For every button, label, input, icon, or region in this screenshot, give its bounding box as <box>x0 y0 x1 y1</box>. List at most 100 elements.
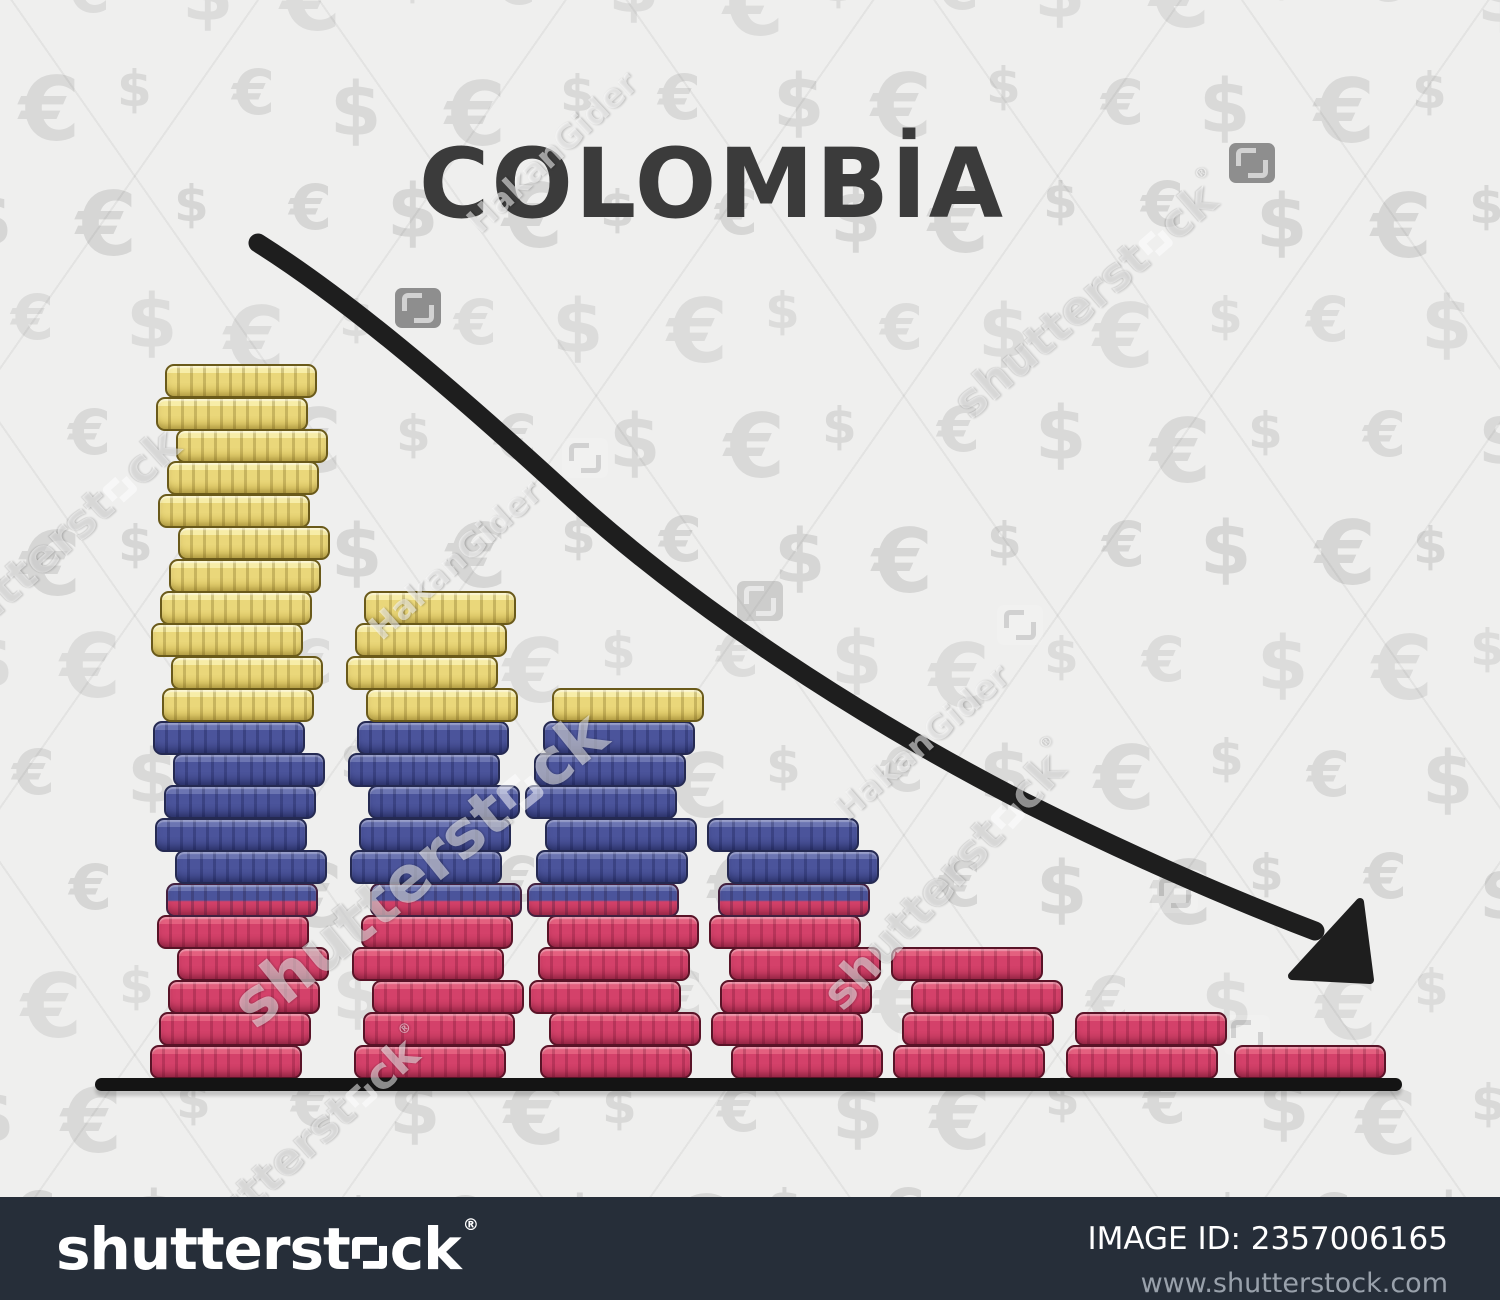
coin-blue <box>175 850 327 885</box>
currency-symbol-euro: € <box>232 62 275 124</box>
coin-red <box>547 915 699 949</box>
currency-symbol-euro: € <box>1149 0 1210 41</box>
currency-symbol-dollar: $ <box>765 286 800 336</box>
currency-symbol-dollar: $ <box>1200 512 1252 586</box>
footer-meta: IMAGE ID: 2357006165 www.shutterstock.co… <box>1087 1221 1448 1299</box>
currency-symbol-dollar: $ <box>1199 70 1251 144</box>
currency-symbol-dollar: $ <box>987 516 1022 566</box>
shutterstock-footer: shutterst ck ® IMAGE ID: 2357006165 www.sh… <box>0 1197 1500 1300</box>
currency-symbol-euro: € <box>1364 846 1407 908</box>
currency-symbol-euro: € <box>723 0 784 49</box>
currency-symbol-euro: € <box>1372 625 1433 713</box>
coin-yellow <box>364 591 516 625</box>
coin-red <box>720 979 872 1014</box>
image-id-label: IMAGE ID: 2357006165 <box>1087 1221 1448 1257</box>
bracket-top-left <box>402 292 422 312</box>
currency-symbol-euro: € <box>12 742 55 804</box>
coin-red <box>540 1044 692 1079</box>
coin-yellow <box>167 461 319 496</box>
coin-yellow <box>169 558 321 593</box>
currency-symbol-dollar: $ <box>1209 733 1244 783</box>
currency-symbol-euro: € <box>61 1078 122 1166</box>
currency-symbol-dollar: $ <box>1208 291 1243 341</box>
currency-symbol-dollar: $ <box>1034 0 1086 29</box>
currency-symbol-euro: € <box>938 854 981 916</box>
currency-symbol-dollar: $ <box>0 625 14 699</box>
currency-symbol-euro: € <box>76 181 137 269</box>
coin-red <box>911 979 1063 1014</box>
currency-symbol-euro: € <box>19 66 80 154</box>
coin-red <box>891 947 1043 982</box>
currency-symbol-euro: € <box>715 182 758 244</box>
coin-yellow <box>176 429 328 463</box>
coin-yellow <box>171 655 323 690</box>
coin-yellow <box>160 591 312 625</box>
coin-blue <box>348 753 500 787</box>
chart-baseline <box>95 1078 1402 1091</box>
currency-symbol-euro: € <box>1371 183 1432 271</box>
currency-symbol-dollar: $ <box>1414 963 1449 1013</box>
coin-yellow <box>346 655 498 690</box>
currency-symbol-dollar: $ <box>1257 627 1309 701</box>
currency-symbol-euro: € <box>1102 514 1145 576</box>
shutterstock-logo: shutterst ck ® <box>56 1215 479 1283</box>
currency-symbol-dollar: $ <box>1478 402 1500 476</box>
coin-transition <box>166 882 318 917</box>
currency-symbol-euro: € <box>69 857 112 919</box>
currency-symbol-dollar: $ <box>1470 623 1500 673</box>
currency-symbol-euro: € <box>1363 404 1406 466</box>
crop-mark-icon <box>1229 143 1275 183</box>
page-title: COLOMBİA <box>418 128 1006 240</box>
bracket-bottom-right <box>581 454 601 474</box>
currency-symbol-euro: € <box>871 63 932 151</box>
currency-symbol-dollar: $ <box>600 184 635 234</box>
coin-blue <box>368 785 520 820</box>
currency-symbol-euro: € <box>11 287 54 349</box>
coin-transition <box>718 882 870 917</box>
coin-red <box>157 915 309 949</box>
currency-symbol-euro: € <box>659 509 702 571</box>
currency-symbol-dollar: $ <box>986 61 1021 111</box>
coin-transition <box>527 882 679 917</box>
currency-symbol-euro: € <box>1356 1080 1417 1168</box>
currency-symbol-euro: € <box>280 0 341 44</box>
currency-symbol-dollar: $ <box>0 1080 15 1154</box>
coin-red <box>177 947 329 982</box>
registered-mark: ® <box>462 1215 479 1234</box>
bracket-top-left <box>1004 609 1024 629</box>
currency-symbol-dollar: $ <box>331 515 383 589</box>
currency-symbol-dollar: $ <box>1044 631 1079 681</box>
coin-red <box>1075 1012 1227 1047</box>
currency-symbol-dollar: $ <box>396 409 431 459</box>
bracket-bottom-right <box>362 1246 388 1269</box>
currency-symbol-euro: € <box>1093 293 1154 381</box>
footer-url: www.shutterstock.com <box>1140 1268 1448 1299</box>
currency-symbol-dollar: $ <box>1469 181 1500 231</box>
coin-blue <box>727 850 879 885</box>
coin-red <box>1234 1044 1386 1079</box>
coin-red <box>529 979 681 1014</box>
currency-symbol-dollar: $ <box>1412 66 1447 116</box>
currency-symbol-dollar: $ <box>766 741 801 791</box>
currency-symbol-euro: € <box>872 518 933 606</box>
currency-symbol-dollar: $ <box>330 73 382 147</box>
coin-blue <box>155 817 307 852</box>
coin-yellow <box>366 688 518 723</box>
currency-symbol-dollar: $ <box>1256 185 1308 259</box>
bracket-top-left <box>744 585 764 605</box>
coin-red <box>711 1012 863 1047</box>
coin-red <box>159 1012 311 1047</box>
bracket-top-left <box>569 442 589 462</box>
coin-red <box>361 915 513 949</box>
currency-symbol-euro: € <box>1306 289 1349 351</box>
currency-symbol-dollar: $ <box>1413 521 1448 571</box>
arrow-head-icon <box>1288 898 1374 984</box>
currency-symbol-euro: € <box>658 67 701 129</box>
currency-symbol-dollar: $ <box>117 64 152 114</box>
currency-symbol-dollar: $ <box>830 180 882 254</box>
currency-symbol-dollar: $ <box>1036 852 1088 926</box>
currency-symbol-dollar: $ <box>1264 0 1299 1</box>
currency-symbol-euro: € <box>1094 735 1155 823</box>
